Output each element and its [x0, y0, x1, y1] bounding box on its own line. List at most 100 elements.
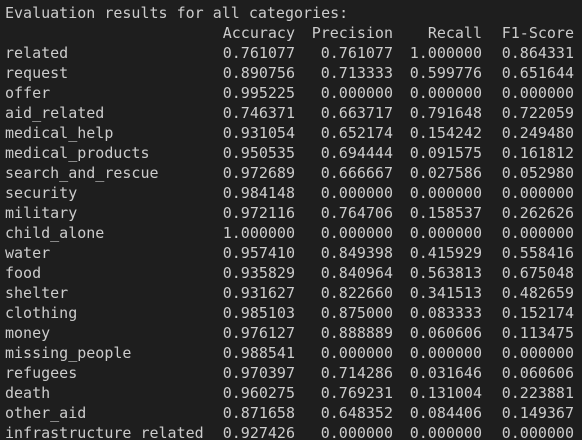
metric-value: 0.675048 [501, 264, 574, 282]
metric-value: 0.761077 [222, 44, 295, 62]
metric-value: 0.648352 [320, 404, 393, 422]
metric-value: 0.000000 [501, 344, 574, 362]
category-name: security [5, 184, 78, 202]
metric-value: 0.558416 [501, 244, 574, 262]
metric-value: 0.761077 [320, 44, 393, 62]
metric-value: 0.840964 [320, 264, 393, 282]
metric-value: 0.663717 [320, 104, 393, 122]
category-name: clothing [5, 304, 78, 322]
metric-value: 0.060606 [501, 364, 574, 382]
metric-value: 0.875000 [320, 304, 393, 322]
metric-value: 0.976127 [222, 324, 295, 342]
category-name: death [5, 384, 51, 402]
category-name: request [5, 64, 69, 82]
metric-value: 0.935829 [222, 264, 295, 282]
metric-value: 1.000000 [222, 224, 295, 242]
category-name: child_alone [5, 224, 105, 242]
metric-value: 0.131004 [409, 384, 482, 402]
category-name: aid_related [5, 104, 105, 122]
metric-value: 0.149367 [501, 404, 574, 422]
metric-value: 0.031646 [409, 364, 482, 382]
metric-value: 0.000000 [501, 424, 574, 440]
metric-value: 0.988541 [222, 344, 295, 362]
metric-value: 0.931627 [222, 284, 295, 302]
metric-value: 0.154242 [409, 124, 482, 142]
metric-value: 0.722059 [501, 104, 574, 122]
metric-value: 0.223881 [501, 384, 574, 402]
category-name: missing_people [5, 344, 132, 362]
metric-value: 0.864331 [501, 44, 574, 62]
metric-value: 0.563813 [409, 264, 482, 282]
metric-value: 0.052980 [501, 164, 574, 182]
metric-value: 0.415929 [409, 244, 482, 262]
column-header: Recall [427, 24, 482, 42]
category-name: other_aid [5, 404, 87, 422]
metric-value: 0.262626 [501, 204, 574, 222]
metric-value: 0.341513 [409, 284, 482, 302]
category-name: refugees [5, 364, 78, 382]
metric-value: 0.651644 [501, 64, 574, 82]
metric-value: 0.890756 [222, 64, 295, 82]
category-name: medical_products [5, 144, 150, 162]
metric-value: 1.000000 [409, 44, 482, 62]
metric-value: 0.950535 [222, 144, 295, 162]
metric-value: 0.769231 [320, 384, 393, 402]
metric-value: 0.746371 [222, 104, 295, 122]
metric-value: 0.000000 [320, 424, 393, 440]
metric-value: 0.871658 [222, 404, 295, 422]
category-name: money [5, 324, 51, 342]
metric-value: 0.970397 [222, 364, 295, 382]
metric-value: 0.972116 [222, 204, 295, 222]
metric-value: 0.957410 [222, 244, 295, 262]
column-header: Accuracy [222, 24, 295, 42]
metric-value: 0.960275 [222, 384, 295, 402]
category-name: search_and_rescue [5, 164, 159, 182]
metric-value: 0.822660 [320, 284, 393, 302]
metric-value: 0.000000 [409, 184, 482, 202]
category-name: offer [5, 84, 51, 102]
metric-value: 0.984148 [222, 184, 295, 202]
metric-value: 0.652174 [320, 124, 393, 142]
metric-value: 0.083333 [409, 304, 482, 322]
metric-value: 0.060606 [409, 324, 482, 342]
metric-value: 0.000000 [409, 424, 482, 440]
category-name: military [5, 204, 78, 222]
metric-value: 0.000000 [409, 224, 482, 242]
metric-value: 0.000000 [501, 224, 574, 242]
metric-value: 0.995225 [222, 84, 295, 102]
metric-value: 0.599776 [409, 64, 482, 82]
column-header: F1-Score [501, 24, 574, 42]
metric-value: 0.713333 [320, 64, 393, 82]
metric-value: 0.000000 [409, 344, 482, 362]
metric-value: 0.000000 [501, 84, 574, 102]
metric-value: 0.161812 [501, 144, 574, 162]
category-name: food [5, 264, 42, 282]
category-name: water [5, 244, 51, 262]
metric-value: 0.000000 [501, 184, 574, 202]
metric-value: 0.985103 [222, 304, 295, 322]
metric-value: 0.027586 [409, 164, 482, 182]
metric-value: 0.000000 [320, 84, 393, 102]
metric-value: 0.084406 [409, 404, 482, 422]
title: Evaluation results for all categories: [5, 4, 349, 22]
metric-value: 0.000000 [320, 224, 393, 242]
metric-value: 0.849398 [320, 244, 393, 262]
category-name: medical_help [5, 124, 114, 142]
metric-value: 0.482659 [501, 284, 574, 302]
metric-value: 0.972689 [222, 164, 295, 182]
metric-value: 0.000000 [320, 344, 393, 362]
metric-value: 0.791648 [409, 104, 482, 122]
metric-value: 0.764706 [320, 204, 393, 222]
column-header: Precision [311, 24, 393, 42]
category-name: infrastructure_related [5, 424, 204, 440]
metric-value: 0.714286 [320, 364, 393, 382]
metric-value: 0.927426 [222, 424, 295, 440]
metric-value: 0.931054 [222, 124, 295, 142]
category-name: related [5, 44, 69, 62]
metric-value: 0.888889 [320, 324, 393, 342]
metric-value: 0.000000 [320, 184, 393, 202]
metric-value: 0.158537 [409, 204, 482, 222]
metric-value: 0.666667 [320, 164, 393, 182]
metric-value: 0.000000 [409, 84, 482, 102]
